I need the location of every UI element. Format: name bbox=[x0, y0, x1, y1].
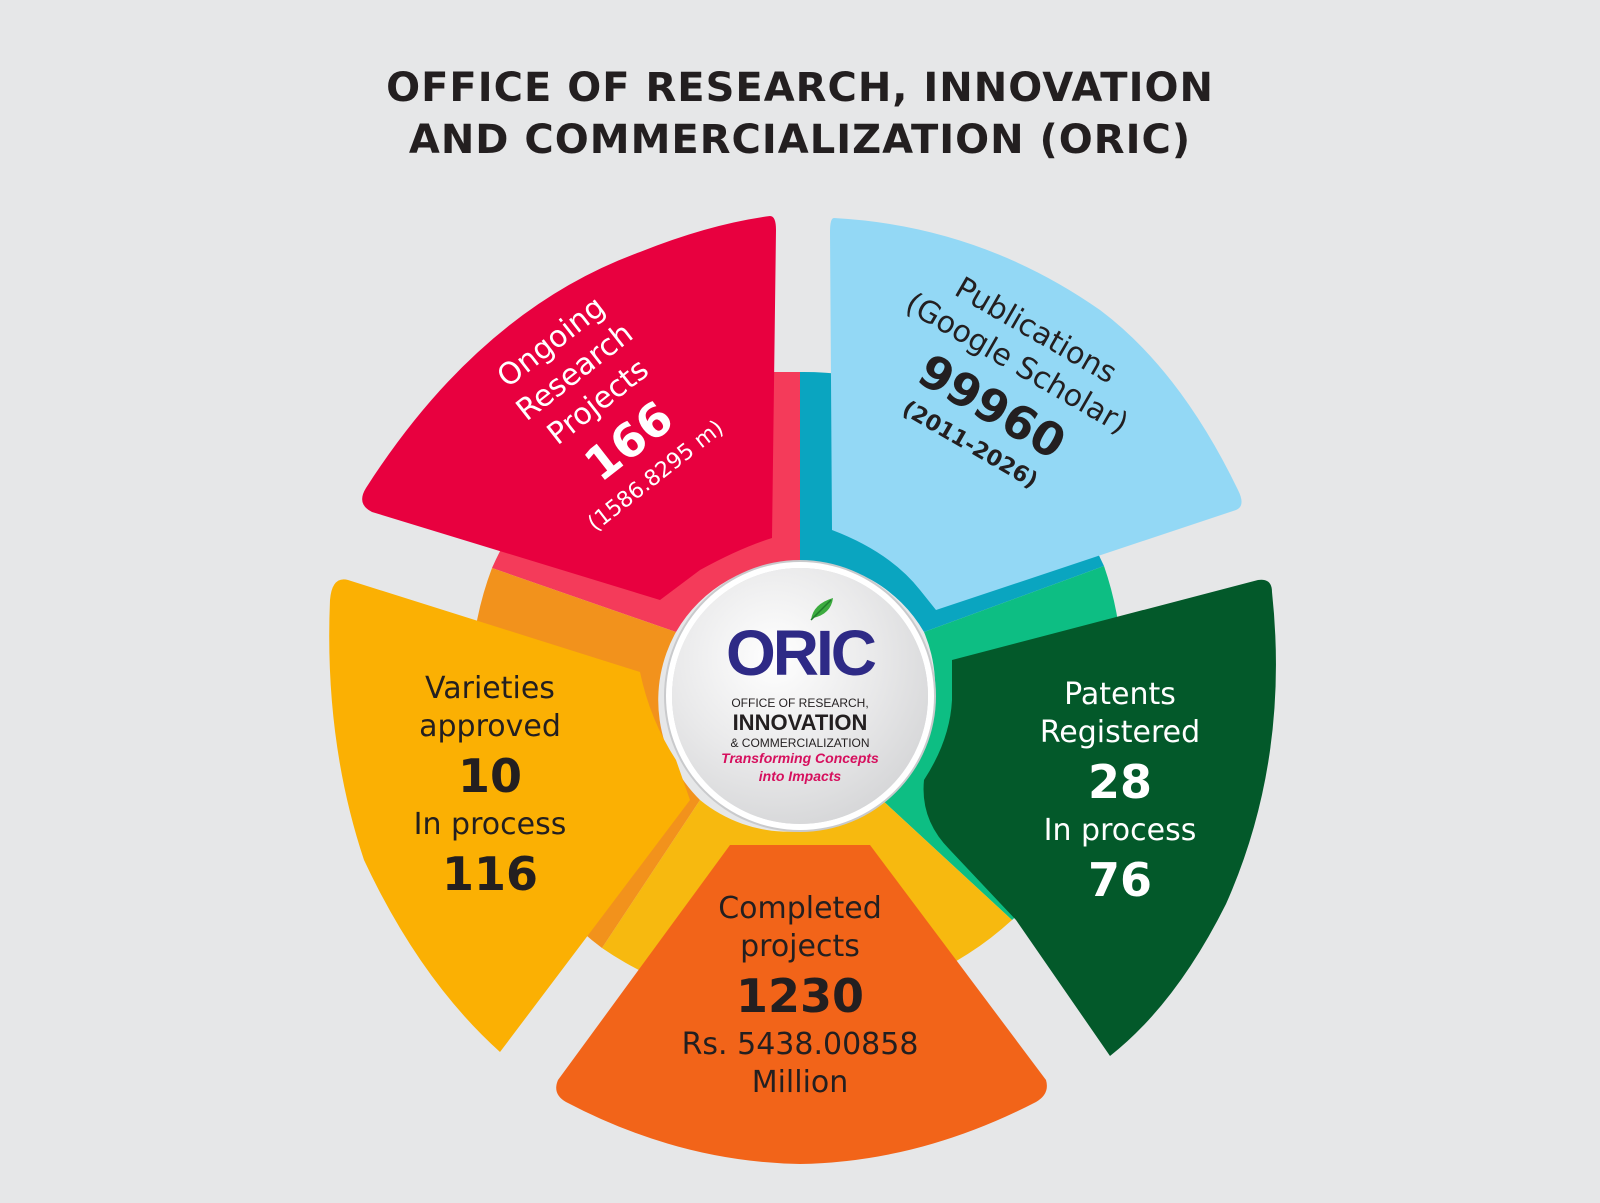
logo-tagline-2: into Impacts bbox=[758, 768, 842, 784]
segment-publications bbox=[830, 218, 1242, 610]
page-title: OFFICE OF RESEARCH, INNOVATION AND COMME… bbox=[0, 62, 1600, 166]
completed-label-1: Completed bbox=[718, 891, 882, 926]
patents-label-1: Patents bbox=[1064, 677, 1176, 712]
varieties-value: 10 bbox=[457, 749, 522, 803]
varieties-process-label: In process bbox=[413, 807, 567, 842]
varieties-text: Varieties approved 10 In process 116 bbox=[370, 670, 610, 904]
completed-amount-2: Million bbox=[751, 1065, 849, 1100]
segment-varieties bbox=[329, 579, 690, 1052]
varieties-process-value: 116 bbox=[441, 847, 539, 901]
leaf-icon bbox=[810, 598, 833, 621]
patents-text: Patents Registered 28 In process 76 bbox=[1000, 676, 1240, 910]
completed-label-2: projects bbox=[740, 929, 860, 964]
logo-tagline-1: Transforming Concepts bbox=[721, 750, 879, 766]
logo-line-2: INNOVATION bbox=[732, 710, 868, 735]
logo-line-1: OFFICE OF RESEARCH, bbox=[731, 696, 869, 710]
patents-value: 28 bbox=[1087, 755, 1152, 809]
logo-mark: ORIC bbox=[726, 617, 877, 689]
completed-value: 1230 bbox=[735, 969, 865, 1023]
segment-completed bbox=[556, 845, 1047, 1164]
patents-process-label: In process bbox=[1043, 813, 1197, 848]
completed-amount-1: Rs. 5438.00858 bbox=[681, 1027, 919, 1062]
logo-line-3: & COMMERCIALIZATION bbox=[730, 736, 870, 750]
segment-patents bbox=[923, 579, 1276, 1056]
completed-text: Completed projects 1230 Rs. 5438.00858 M… bbox=[640, 890, 960, 1102]
title-line-1: OFFICE OF RESEARCH, INNOVATION bbox=[386, 65, 1214, 111]
patents-label-2: Registered bbox=[1039, 715, 1201, 750]
varieties-label-2: approved bbox=[419, 709, 561, 744]
patents-process-value: 76 bbox=[1087, 853, 1152, 907]
varieties-label-1: Varieties bbox=[425, 671, 555, 706]
title-line-2: AND COMMERCIALIZATION (ORIC) bbox=[408, 117, 1192, 163]
segment-ongoing bbox=[362, 216, 776, 600]
oric-logo: ORIC OFFICE OF RESEARCH, INNOVATION & CO… bbox=[672, 568, 928, 824]
